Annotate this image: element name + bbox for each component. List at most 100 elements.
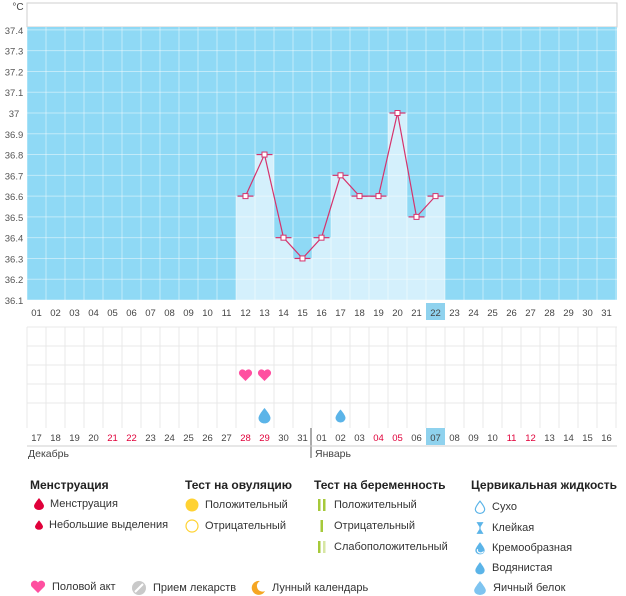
cycle-day-label: 02 bbox=[50, 308, 61, 319]
cycle-day-label: 14 bbox=[278, 308, 289, 319]
cycle-day-label: 01 bbox=[31, 308, 42, 319]
temperature-bar[interactable] bbox=[331, 175, 350, 300]
legend-item-sticky[interactable]: Клейкая bbox=[474, 521, 534, 535]
legend-item-intercourse[interactable]: Половой акт bbox=[30, 580, 116, 594]
temperature-bar[interactable] bbox=[388, 113, 407, 300]
water-drop-icon[interactable] bbox=[258, 408, 271, 424]
temperature-bar[interactable] bbox=[312, 237, 331, 300]
y-tick-label: 36.2 bbox=[5, 275, 24, 286]
cycle-day-label: 15 bbox=[297, 308, 308, 319]
legend-item-ovulation-positive[interactable]: Положительный bbox=[185, 498, 288, 512]
y-tick-label: 37.1 bbox=[5, 88, 24, 99]
y-tick-label: 36.7 bbox=[5, 171, 24, 182]
cycle-day-label: 28 bbox=[544, 308, 555, 319]
cycle-day-label: 23 bbox=[449, 308, 460, 319]
date-label: 21 bbox=[107, 433, 118, 444]
temperature-bar[interactable] bbox=[426, 196, 445, 300]
bbt-chart: °C 36.1 36.2 36.3 36.4 36.5 36.6 36.7 36.8 36.9 37… bbox=[5, 2, 618, 460]
cycle-day-label: 11 bbox=[222, 308, 232, 319]
temperature-point[interactable] bbox=[337, 172, 344, 179]
cycle-day-label: 24 bbox=[468, 308, 479, 319]
date-label: 08 bbox=[449, 433, 460, 444]
legend-item-lunar[interactable]: Лунный календарь bbox=[250, 580, 368, 596]
cycle-day-label: 22 bbox=[430, 308, 441, 319]
legend-item-dry[interactable]: Сухо bbox=[474, 500, 517, 514]
date-label: 29 bbox=[259, 433, 270, 444]
cycle-day-label: 29 bbox=[563, 308, 574, 319]
cycle-day-label: 27 bbox=[525, 308, 536, 319]
temperature-point[interactable] bbox=[299, 255, 306, 262]
creamy-drop-icon bbox=[475, 542, 485, 555]
legend-item-pregnancy-faint[interactable]: Слабоположительный bbox=[316, 540, 448, 554]
temperature-point[interactable] bbox=[261, 151, 268, 158]
temperature-point[interactable] bbox=[413, 213, 420, 220]
cycle-day-label: 03 bbox=[69, 308, 80, 319]
date-label: 10 bbox=[487, 433, 498, 444]
cycle-day-label: 04 bbox=[88, 308, 99, 319]
pregnancy-faint-icon bbox=[318, 541, 326, 553]
pregnancy-positive-icon bbox=[318, 499, 326, 511]
temperature-bar[interactable] bbox=[407, 216, 426, 300]
y-tick-label: 37 bbox=[9, 109, 20, 120]
date-label: 20 bbox=[88, 433, 99, 444]
watery-drop-icon bbox=[475, 562, 485, 575]
date-label: 30 bbox=[278, 433, 289, 444]
temperature-point[interactable] bbox=[394, 110, 401, 116]
date-label: 24 bbox=[164, 433, 175, 444]
temperature-point[interactable] bbox=[242, 193, 249, 200]
egg-white-drop-icon bbox=[474, 581, 486, 595]
temperature-point[interactable] bbox=[318, 234, 325, 241]
y-tick-label: 37.3 bbox=[5, 47, 24, 58]
date-label: 31 bbox=[297, 433, 308, 444]
legend-title-ovulation: Тест на овуляцию bbox=[185, 478, 292, 492]
water-drop-icon[interactable] bbox=[335, 409, 346, 423]
date-label: 22 bbox=[126, 433, 137, 444]
cycle-day-label: 18 bbox=[354, 308, 365, 319]
y-tick-label: 37.2 bbox=[5, 67, 24, 78]
temperature-bar[interactable] bbox=[293, 258, 312, 300]
heart-icon[interactable] bbox=[257, 369, 272, 381]
temperature-bar[interactable] bbox=[274, 237, 293, 300]
legend-item-creamy[interactable]: Кремообразная bbox=[474, 541, 572, 555]
cycle-day-label: 12 bbox=[240, 308, 251, 319]
date-label: 27 bbox=[221, 433, 232, 444]
heart-icon bbox=[30, 580, 46, 593]
cycle-day-label: 13 bbox=[259, 308, 270, 319]
legend-item-spotting[interactable]: Небольшие выделения bbox=[35, 519, 168, 531]
cycle-day-label: 19 bbox=[373, 308, 384, 319]
cycle-day-label: 16 bbox=[316, 308, 327, 319]
date-label: 19 bbox=[69, 433, 80, 444]
temperature-point[interactable] bbox=[432, 193, 439, 200]
temperature-bar[interactable] bbox=[255, 154, 274, 300]
date-label: 28 bbox=[240, 433, 251, 444]
cycle-day-label: 21 bbox=[411, 308, 422, 319]
legend-item-pregnancy-positive[interactable]: Положительный bbox=[316, 498, 417, 512]
date-label: 09 bbox=[468, 433, 479, 444]
sticky-icon bbox=[476, 522, 484, 534]
legend-item-egg-white[interactable]: Яичный белок bbox=[473, 581, 565, 595]
temperature-point[interactable] bbox=[356, 193, 363, 200]
cycle-day-label: 17 bbox=[335, 308, 346, 319]
y-axis-unit: °C bbox=[12, 2, 23, 13]
temperature-bar[interactable] bbox=[236, 196, 255, 300]
date-highlight bbox=[426, 428, 445, 445]
temperature-bar[interactable] bbox=[369, 196, 388, 300]
legend-item-menstruation[interactable]: Менструация bbox=[34, 498, 118, 510]
cycle-day-label: 07 bbox=[145, 308, 156, 319]
month-label-december: Декабрь bbox=[28, 448, 69, 460]
temperature-point[interactable] bbox=[375, 193, 382, 200]
cycle-day-label: 09 bbox=[183, 308, 194, 319]
legend-item-pregnancy-negative[interactable]: Отрицательный bbox=[316, 519, 415, 533]
temperature-point[interactable] bbox=[280, 234, 287, 241]
date-label: 04 bbox=[373, 433, 384, 444]
date-label: 14 bbox=[563, 433, 574, 444]
legend-item-medication[interactable]: Прием лекарств bbox=[131, 580, 236, 596]
cycle-day-label: 31 bbox=[601, 308, 612, 319]
date-label: 01 bbox=[316, 433, 327, 444]
temperature-bar[interactable] bbox=[350, 196, 369, 300]
legend-item-watery[interactable]: Водянистая bbox=[474, 561, 552, 575]
legend-item-ovulation-negative[interactable]: Отрицательный bbox=[185, 519, 286, 533]
pregnancy-negative-icon bbox=[320, 520, 323, 532]
y-tick-label: 36.6 bbox=[5, 192, 24, 203]
heart-icon[interactable] bbox=[238, 369, 253, 381]
